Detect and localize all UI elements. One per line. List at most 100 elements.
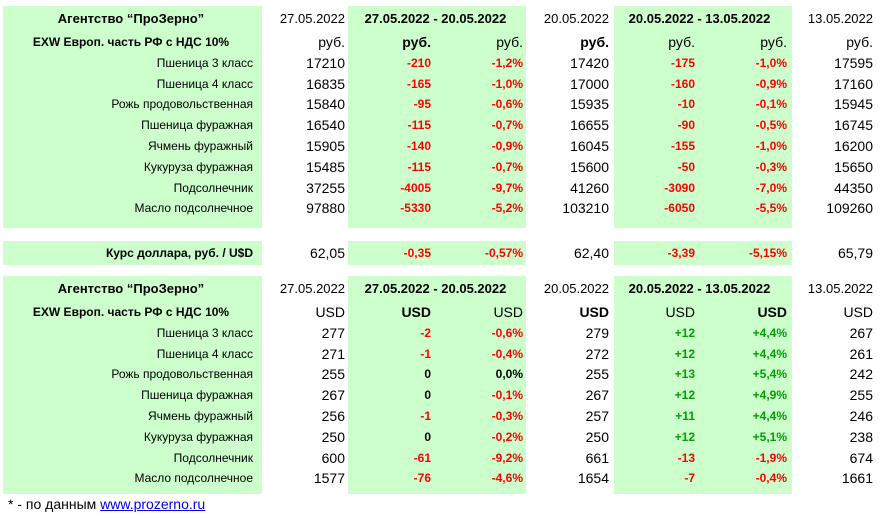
price-change-percent: -1,0% — [755, 138, 787, 153]
price-change-percent: -1,0% — [755, 55, 787, 70]
price-change-percent: -0,2% — [491, 429, 523, 444]
price-change-percent: -0,9% — [755, 76, 787, 91]
rate-change-percent: -5,15% — [748, 245, 787, 260]
table-row: Кукуруза фуражная 250 0 -0,2% 250 +12 +5,1% 238 — [3, 427, 876, 448]
table-row: Рожь продовольственная 15840 -95 -0,6% 15935… — [3, 94, 876, 115]
agency-name: Агентство “ПроЗерно” — [57, 11, 205, 26]
price-value: 267 — [585, 387, 609, 404]
commodity-name: Кукуруза фуражная — [143, 429, 253, 444]
unit-cell: USD — [579, 304, 609, 320]
table-row: Подсолнечник 37255 -4005 -9,7% 41260 -3090 -7,… — [3, 178, 876, 199]
price-value: 1654 — [577, 470, 609, 487]
table-row: Пшеница фуражная 16540 -115 -0,7% 16655 -90 -0… — [3, 115, 876, 136]
unit-cell: руб. — [760, 34, 787, 50]
usd-rate-row: Курс доллара, руб. / U$D 62,05 -0,35 -0,… — [3, 241, 876, 265]
price-value: 246 — [849, 407, 873, 424]
price-value: 256 — [321, 407, 345, 424]
unit-cell: USD — [493, 304, 523, 320]
commodity-name: Масло подсолнечное — [134, 201, 253, 216]
commodity-name: Пшеница фуражная — [141, 118, 253, 133]
price-value: 16200 — [834, 137, 873, 154]
price-value: 272 — [585, 345, 609, 362]
range-col-2: 20.05.2022 - 13.05.2022 — [628, 11, 771, 26]
price-change: 0 — [424, 429, 431, 444]
commodity-name: Подсолнечник — [173, 450, 253, 465]
commodity-name: Пшеница 4 класс — [156, 76, 253, 91]
price-change: -4005 — [400, 180, 431, 195]
price-change: -1 — [420, 346, 431, 361]
price-change: -115 — [407, 159, 431, 174]
range-col-1: 27.05.2022 - 20.05.2022 — [364, 281, 507, 296]
commodity-name: Пшеница 3 класс — [156, 325, 253, 340]
unit-cell: руб. — [668, 34, 695, 50]
date-col-3: 13.05.2022 — [807, 281, 873, 296]
price-value: 103210 — [562, 200, 609, 217]
price-value: 279 — [585, 324, 609, 341]
price-change: -5330 — [400, 201, 431, 216]
price-change: +12 — [674, 325, 695, 340]
price-value: 97880 — [306, 200, 345, 217]
footnote-text: * - по данным — [8, 496, 101, 512]
date-col-3: 13.05.2022 — [807, 11, 873, 26]
price-change-percent: -9,7% — [491, 180, 523, 195]
table-row: Кукуруза фуражная 15485 -115 -0,7% 15600 -50 -… — [3, 157, 876, 178]
price-change-percent: -4,6% — [491, 471, 523, 486]
price-value: 267 — [321, 387, 345, 404]
price-change: -165 — [406, 76, 431, 91]
usd-range1-band — [348, 276, 526, 494]
price-value: 600 — [321, 449, 345, 466]
commodity-name: Рожь продовольственная — [111, 367, 253, 382]
agency-name: Агентство “ПроЗерно” — [57, 281, 205, 296]
rate-change-percent: -0,57% — [484, 245, 523, 260]
rate-value: 62,05 — [309, 244, 345, 261]
unit-cell: руб. — [496, 34, 523, 50]
price-value: 15600 — [570, 158, 609, 175]
price-change: -140 — [406, 138, 431, 153]
date-col-2: 20.05.2022 — [543, 11, 609, 26]
price-change: -7 — [684, 471, 695, 486]
rub-unit-row: EXW Европ. часть РФ с НДС 10% руб. руб. … — [3, 32, 876, 53]
price-change-percent: -0,7% — [491, 118, 523, 133]
price-change: +12 — [674, 388, 695, 403]
rate-value: 62,40 — [573, 244, 609, 261]
price-change-percent: -0,3% — [755, 159, 787, 174]
rate-range1-band — [348, 241, 526, 265]
price-value: 15650 — [834, 158, 873, 175]
table-row: Пшеница фуражная 267 0 -0,1% 267 +12 +4,9% 255 — [3, 385, 876, 406]
table-row: Пшеница 4 класс 271 -1 -0,4% 272 +12 +4,4% 261 — [3, 344, 876, 365]
price-value: 16045 — [570, 137, 609, 154]
price-change-percent: +5,1% — [752, 429, 787, 444]
table-row: Пшеница 4 класс 16835 -165 -1,0% 17000 -160 -0… — [3, 74, 876, 95]
price-change-percent: -0,4% — [755, 471, 787, 486]
price-change-percent: -1,2% — [491, 55, 523, 70]
price-value: 277 — [321, 324, 345, 341]
price-change: -1 — [420, 408, 431, 423]
price-change-percent: -5,5% — [755, 201, 787, 216]
commodity-name: Кукуруза фуражная — [143, 159, 253, 174]
commodity-name: Рожь продовольственная — [111, 97, 253, 112]
price-change: +12 — [674, 346, 695, 361]
usd-price-table: Агентство “ПроЗерно” 27.05.2022 27.05.20… — [3, 276, 876, 489]
price-change: -115 — [407, 118, 431, 133]
table-row: Масло подсолнечное 97880 -5330 -5,2% 103210 -… — [3, 198, 876, 219]
source-link[interactable]: www.prozerno.ru — [100, 496, 206, 512]
price-value: 41260 — [570, 179, 609, 196]
price-value: 17000 — [570, 75, 609, 92]
source-footnote: * - по данным www.prozerno.ru — [8, 496, 205, 512]
unit-cell: руб. — [846, 34, 873, 50]
price-change-percent: -1,0% — [491, 76, 523, 91]
unit-cell: руб. — [580, 34, 609, 50]
price-value: 238 — [849, 428, 873, 445]
range-col-2: 20.05.2022 - 13.05.2022 — [628, 281, 771, 296]
price-change-percent: -0,9% — [491, 138, 523, 153]
price-value: 255 — [321, 366, 345, 383]
price-value: 250 — [585, 428, 609, 445]
unit-cell: USD — [665, 304, 695, 320]
unit-cell: USD — [401, 304, 431, 320]
price-change-percent: -0,4% — [491, 346, 523, 361]
usd-label-band — [3, 276, 262, 494]
rate-label-band — [3, 241, 262, 265]
price-change: -61 — [413, 450, 431, 465]
rub-header-row: Агентство “ПроЗерно” 27.05.2022 27.05.20… — [3, 6, 876, 32]
price-change: -155 — [670, 138, 695, 153]
